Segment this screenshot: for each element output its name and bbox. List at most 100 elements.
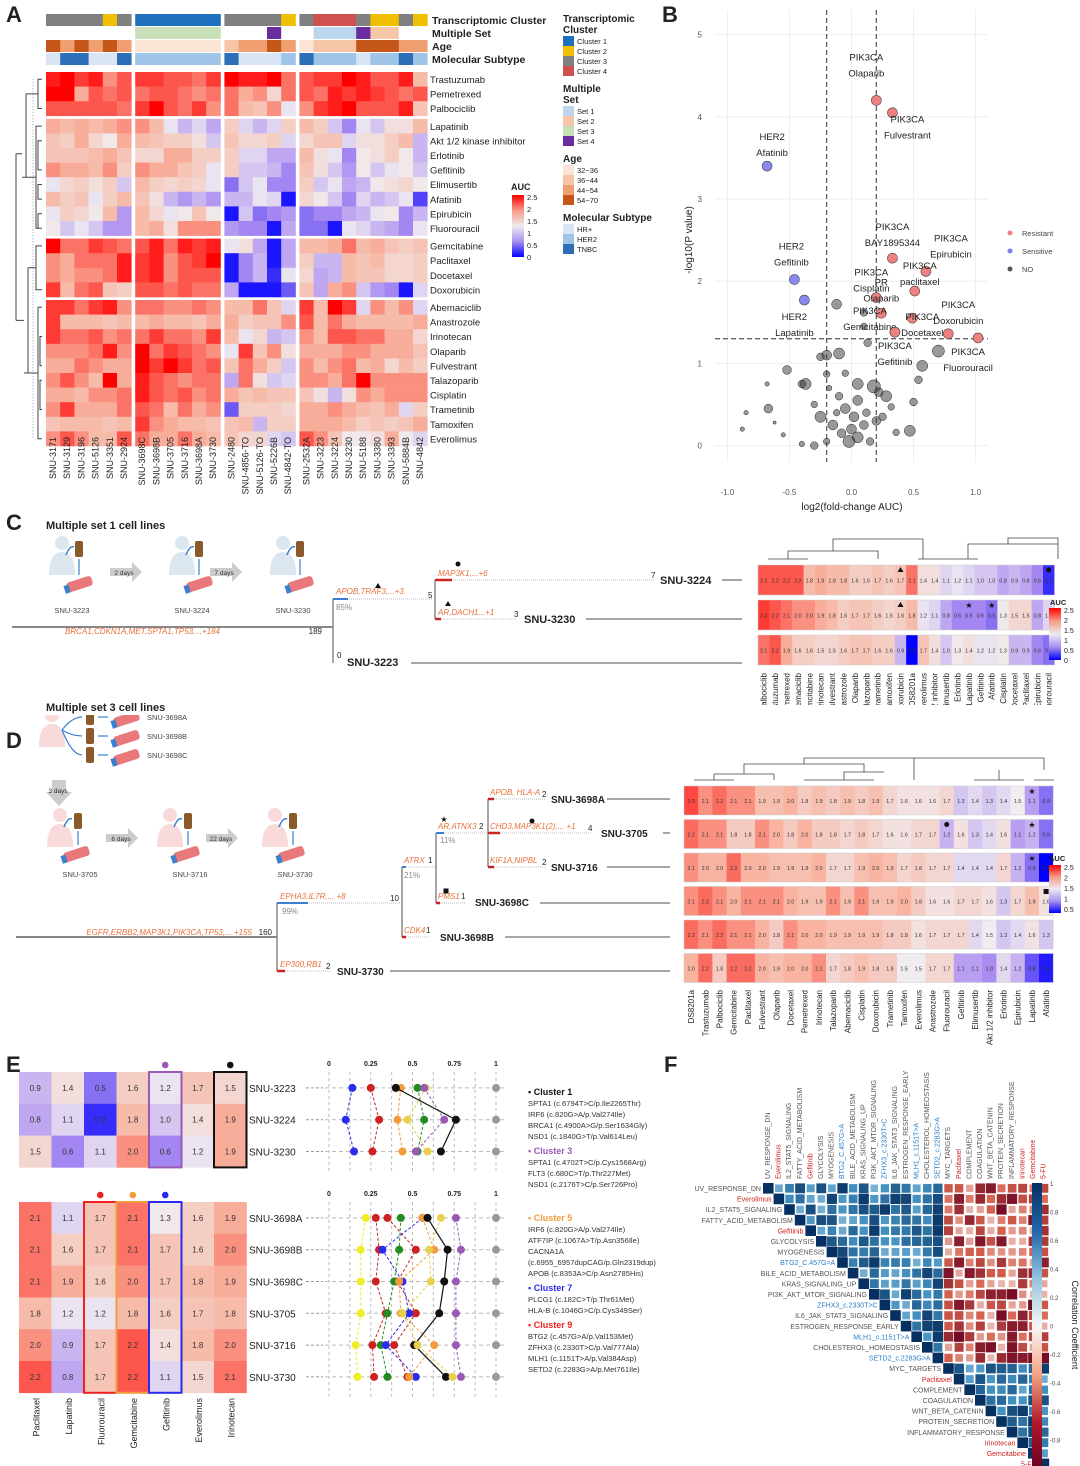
heatmap-cell (327, 267, 343, 283)
heatmap-cell (149, 402, 164, 418)
heatmap-cell (299, 133, 314, 149)
heatmap-cell (135, 133, 150, 149)
time-arrow-label: 22 days (210, 836, 234, 843)
x-tick-label: 0.5 (908, 488, 920, 497)
cell-value: 1.4 (62, 1084, 74, 1093)
heatmap-cell (370, 72, 385, 87)
cell-value: 1.8 (806, 579, 813, 585)
auc-legend-tick: 1.5 (527, 217, 537, 226)
mutation-item: (c.6955_6957dupCAG/p.Gln2319dup) (528, 1258, 656, 1267)
heatmap-row-border (683, 919, 1054, 950)
leaf-count: 2 (326, 962, 331, 971)
cell-value: 2.1 (702, 799, 709, 805)
heatmap-cell (51, 1135, 85, 1168)
correlation-cell (1017, 1310, 1028, 1321)
panel-e-legend-bottom: ▪ Cluster 5 IRF6 (c.820G>A/p.Val274Ile) AT… (528, 1209, 656, 1375)
marker-star-icon: ★ (1028, 854, 1035, 863)
cell-value: 1.8 (915, 900, 922, 906)
heatmap-cell (88, 387, 104, 403)
row-variable-label: COMPLEMENT (913, 1387, 963, 1394)
heatmap-cell (46, 267, 61, 283)
leaf-mutations: PMS1 (438, 892, 460, 901)
column-variable-label: Everolimus (776, 1144, 783, 1179)
correlation-cell (922, 1204, 932, 1215)
heatmap-cell (267, 238, 282, 254)
heatmap-cell (19, 1361, 52, 1394)
correlation-cell (900, 1320, 912, 1332)
correlation-cell (817, 1205, 826, 1214)
cell-value: 0.0 (908, 649, 915, 655)
column-variable-label: GLYCOLYSIS (818, 1135, 825, 1179)
correlation-cell (1018, 1332, 1027, 1341)
cell-value: 1.7 (920, 649, 927, 655)
cell-value: 2.1 (127, 1246, 139, 1255)
cell-value: 1.8 (829, 833, 836, 839)
legend-item: TNBC (563, 244, 663, 254)
row-cell-line: SNU-3698B (249, 1246, 303, 1257)
heatmap-cell (88, 86, 104, 102)
heatmap-cell (327, 221, 343, 236)
heatmap-cell (769, 635, 782, 665)
correlation-cell (1039, 1225, 1049, 1236)
correlation-cell (838, 1205, 847, 1214)
column-variable-label: INFLAMMATORY_RESPONSE (1009, 1081, 1016, 1179)
heatmap-cell (102, 282, 118, 298)
correlation-cell (912, 1236, 922, 1246)
correlation-cell (847, 1267, 859, 1279)
heatmap-cell (854, 786, 869, 815)
drug-bottle-icon (289, 813, 297, 829)
heatmap-cell (238, 72, 254, 87)
heatmap-cell (224, 118, 239, 134)
correlation-cell (1038, 1257, 1049, 1268)
leaf-cell-line: SNU-3698C (475, 898, 529, 909)
vaf-point (440, 1277, 449, 1286)
drug-label: Everolimus (430, 434, 477, 445)
data-point-ns (916, 360, 928, 372)
annotation-cell (46, 53, 61, 65)
cell-value: 1.4 (160, 1341, 172, 1350)
heatmap-cell (925, 853, 940, 882)
heatmap-cell (238, 101, 254, 117)
column-label: Trametinib (874, 672, 883, 705)
cell-line-label: SNU-3223 (316, 437, 326, 479)
heatmap-cell (953, 853, 969, 882)
heatmap-cell (60, 253, 75, 269)
annotation-cell (224, 53, 239, 65)
cell-value: 1.7 (863, 649, 870, 655)
heatmap-cell (342, 118, 357, 134)
legend-swatch (563, 46, 574, 56)
correlation-cell (1017, 1321, 1028, 1332)
heatmap-cell (267, 282, 282, 298)
culture-flask-icon (113, 749, 140, 766)
heatmap-cell (46, 86, 61, 102)
heatmap-cell (299, 101, 314, 117)
vaf-x-tick: 0 (327, 1061, 331, 1068)
cell-value: 1.9 (817, 579, 824, 585)
annotation-cell (299, 53, 314, 65)
heatmap-cell (149, 1361, 182, 1394)
heatmap-cell (181, 1135, 215, 1168)
drug-label: Erlotinib (430, 151, 464, 162)
correlation-cell (1006, 1426, 1018, 1438)
cell-value: 1.4 (957, 866, 964, 872)
heatmap-cell (398, 148, 414, 163)
correlation-cell (1039, 1194, 1048, 1203)
data-point-ns (836, 428, 847, 438)
column-variable-label: SETD2_c.2283G>A (935, 1117, 942, 1179)
heatmap-cell (238, 162, 254, 178)
column-variable-label: Irinotecan (1019, 1148, 1026, 1179)
x-tick-label: 0.0 (846, 488, 858, 497)
vaf-point (381, 1341, 390, 1350)
cell-value: 1.3 (971, 833, 978, 839)
correlation-cell (953, 1331, 965, 1342)
column-variable-label: IL2_STAT5_SIGNALING (786, 1103, 793, 1179)
annotation-cell (163, 27, 179, 39)
heatmap-cell (342, 416, 357, 432)
correlation-cell (911, 1225, 922, 1236)
cell-value: 2.1 (773, 900, 780, 906)
colorbar-tick: -0.2 (1050, 1353, 1061, 1359)
correlation-cell (859, 1269, 868, 1277)
vaf-point (492, 1341, 500, 1350)
correlation-cell (1007, 1193, 1018, 1204)
heatmap-cell (963, 600, 975, 630)
